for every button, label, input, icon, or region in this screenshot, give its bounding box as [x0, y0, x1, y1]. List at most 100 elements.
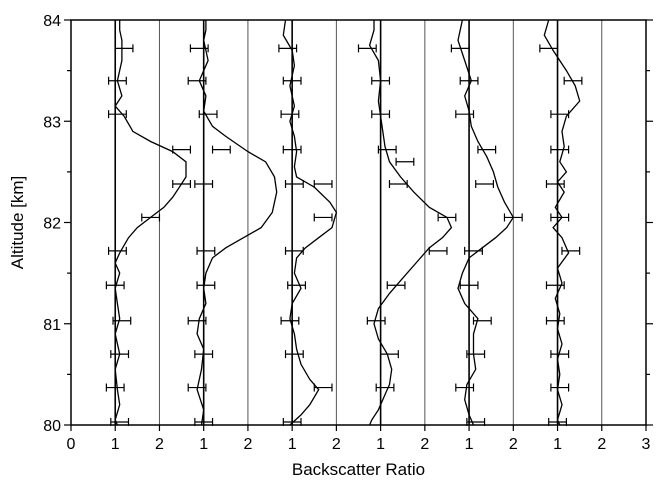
error-bar — [313, 383, 333, 392]
error-bar — [284, 180, 304, 189]
error-bar — [477, 145, 497, 154]
error-bar — [545, 180, 565, 189]
profile-3 — [278, 19, 338, 426]
error-bar — [371, 76, 391, 85]
error-bar — [114, 44, 134, 53]
x-tick-label: 2 — [243, 436, 252, 453]
error-bar — [503, 213, 523, 222]
error-bar — [459, 281, 479, 290]
error-bar — [282, 76, 302, 85]
error-bar — [550, 145, 570, 154]
error-bar — [198, 110, 218, 119]
y-axis-title: Altitude [km] — [8, 176, 27, 270]
error-bar — [380, 350, 399, 359]
x-tick-label: 2 — [420, 436, 429, 453]
error-bar — [107, 76, 127, 85]
error-bar — [455, 383, 475, 392]
error-bar — [105, 383, 125, 392]
x-tick-label: 2 — [509, 436, 518, 453]
error-bar — [187, 383, 207, 392]
x-tick-label: 1 — [465, 436, 474, 453]
profile-line — [457, 19, 515, 426]
profile-line — [196, 20, 278, 426]
x-tick-label: 1 — [376, 436, 385, 453]
x-tick-label: 1 — [111, 436, 120, 453]
error-bar — [550, 213, 570, 222]
error-bar — [472, 316, 492, 325]
error-bar — [287, 281, 307, 290]
error-bar — [105, 281, 125, 290]
y-tick-label: 80 — [43, 418, 61, 435]
x-tick-label: 2 — [155, 436, 164, 453]
error-bar — [313, 213, 333, 222]
profile-line — [282, 19, 338, 426]
profile-5 — [450, 19, 523, 426]
plot-frame — [70, 19, 647, 426]
x-axis-title: Backscatter Ratio — [292, 460, 425, 479]
error-bar — [357, 44, 377, 53]
error-bar — [110, 350, 130, 359]
x-tick-label: 2 — [332, 436, 341, 453]
error-bar — [371, 110, 391, 119]
error-bar — [211, 145, 231, 154]
y-tick-label: 82 — [43, 216, 61, 233]
error-bar — [455, 110, 475, 119]
error-bar — [395, 157, 415, 166]
error-bar — [187, 76, 207, 85]
error-bar — [386, 281, 406, 290]
error-bar — [313, 180, 333, 189]
y-tick-label: 84 — [43, 13, 61, 30]
error-bar — [437, 213, 457, 222]
error-bar — [466, 350, 486, 359]
error-bar — [194, 180, 214, 189]
x-tick-label: 2 — [597, 436, 606, 453]
error-bar — [459, 76, 479, 85]
error-bar — [107, 246, 127, 255]
profile-1 — [105, 20, 192, 426]
error-bar — [112, 316, 132, 325]
profile-line — [114, 20, 187, 426]
error-bar — [550, 383, 570, 392]
x-tick-label: 1 — [199, 436, 208, 453]
profile-6 — [539, 19, 583, 426]
error-bar — [278, 44, 298, 53]
x-tick-label: 3 — [642, 436, 651, 453]
error-bar — [539, 44, 559, 53]
error-bar — [284, 246, 304, 255]
error-bar — [377, 145, 397, 154]
error-bar — [280, 110, 300, 119]
x-tick-label: 1 — [553, 436, 562, 453]
error-bar — [545, 281, 565, 290]
error-bar — [561, 246, 581, 255]
error-bar — [388, 180, 408, 189]
x-tick-label: 0 — [67, 436, 76, 453]
error-bar — [375, 383, 395, 392]
error-bar — [141, 213, 161, 222]
error-bar — [450, 44, 470, 53]
error-bar — [196, 281, 216, 290]
error-bar — [284, 350, 304, 359]
error-bar — [366, 316, 386, 325]
error-bar — [464, 246, 483, 255]
profile-line — [543, 19, 581, 426]
profile-2 — [187, 20, 278, 426]
error-bar — [428, 246, 448, 255]
y-tick-label: 83 — [43, 114, 61, 131]
profile-line — [368, 20, 453, 426]
error-bar — [187, 316, 207, 325]
error-bar — [189, 44, 209, 53]
error-bar — [172, 180, 192, 189]
x-tick-label: 1 — [288, 436, 297, 453]
error-bar — [107, 110, 127, 119]
error-bar — [172, 145, 192, 154]
profile-4 — [357, 20, 457, 426]
error-bar — [545, 316, 565, 325]
y-tick-label: 81 — [43, 317, 61, 334]
error-bar — [563, 76, 583, 85]
error-bar — [196, 246, 216, 255]
error-bar — [282, 145, 302, 154]
tick-marks: 0 1 2 1 2 1 2 1 2 1 2 1 2 3 80 81 82 83 84 — [43, 13, 653, 453]
grid-lines — [114, 20, 603, 425]
error-bar — [194, 350, 214, 359]
